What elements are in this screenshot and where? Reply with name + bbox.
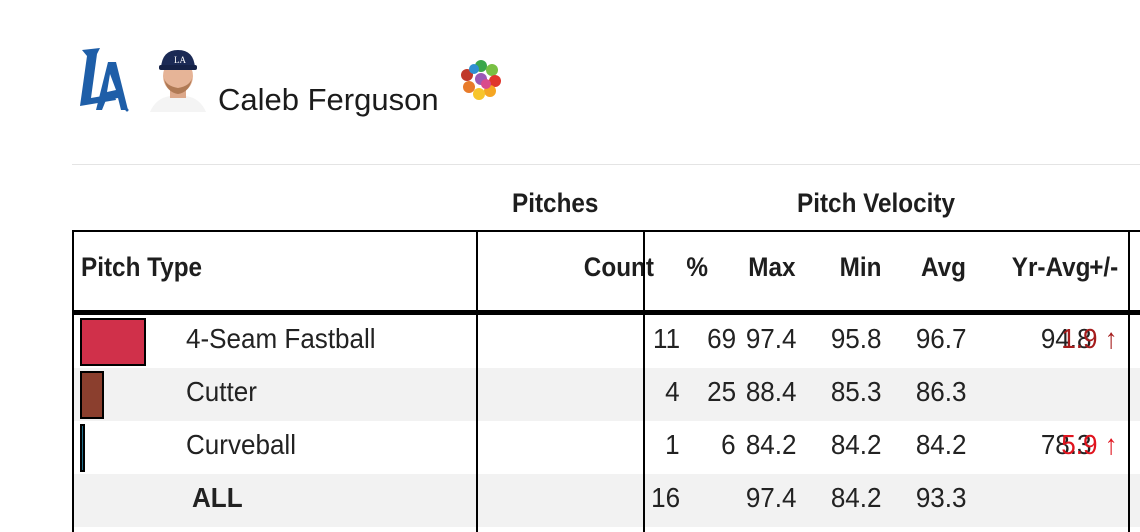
pitch-max: 88.4 bbox=[745, 376, 796, 407]
col-pct[interactable]: % bbox=[686, 252, 708, 282]
column-divider bbox=[643, 230, 645, 532]
total-row: ALL 16 97.4 84.2 93.3 bbox=[72, 474, 1140, 527]
pitch-diff: 5.9 ↑ bbox=[1061, 429, 1118, 460]
table-top-border bbox=[72, 230, 1140, 232]
col-diff[interactable]: +/- bbox=[1088, 252, 1118, 282]
pitch-pct: 6 bbox=[721, 429, 736, 460]
table-row: Curveball 1 6 84.2 84.2 84.2 78.3 5.9 ↑ bbox=[72, 421, 1140, 474]
total-min: 84.2 bbox=[830, 482, 881, 513]
pitch-table: Pitch Type Count % Max Min Avg Yr-Avg +/… bbox=[72, 230, 1140, 532]
pitch-mix-icon[interactable] bbox=[459, 58, 503, 102]
pitch-avg: 86.3 bbox=[915, 376, 966, 407]
table-right-border bbox=[1128, 230, 1130, 532]
column-divider bbox=[476, 230, 478, 532]
pitch-pct: 25 bbox=[707, 376, 736, 407]
total-avg: 93.3 bbox=[915, 482, 966, 513]
pitch-max: 84.2 bbox=[745, 429, 796, 460]
pitch-min: 85.3 bbox=[830, 376, 881, 407]
pitch-diff: 1.9 ↑ bbox=[1061, 323, 1118, 354]
pitch-name: Curveball bbox=[186, 429, 297, 460]
pitch-count: 4 bbox=[665, 376, 680, 407]
header-rule bbox=[72, 310, 1140, 315]
total-max: 97.4 bbox=[745, 482, 796, 513]
la-dodgers-logo-icon bbox=[80, 48, 129, 112]
pitch-count: 11 bbox=[652, 323, 680, 354]
pitch-color-swatch bbox=[80, 318, 146, 366]
pitch-color-swatch bbox=[80, 424, 85, 472]
player-headshot-icon: LA bbox=[146, 46, 210, 112]
pitch-max: 97.4 bbox=[745, 323, 796, 354]
pitch-avg: 96.7 bbox=[915, 323, 966, 354]
col-pitch-type[interactable]: Pitch Type bbox=[81, 252, 203, 282]
col-max[interactable]: Max bbox=[748, 252, 796, 282]
pitches-group-header: Pitches bbox=[512, 188, 599, 218]
pitch-avg: 84.2 bbox=[915, 429, 966, 460]
total-label: ALL bbox=[192, 482, 243, 513]
svg-text:LA: LA bbox=[174, 55, 186, 65]
col-avg[interactable]: Avg bbox=[920, 252, 966, 282]
pitch-min: 84.2 bbox=[830, 429, 881, 460]
pitch-yr-avg: 94.8 bbox=[1040, 323, 1091, 354]
col-min[interactable]: Min bbox=[839, 252, 881, 282]
pitch-name: 4-Seam Fastball bbox=[186, 323, 376, 354]
table-row: Cutter 4 25 88.4 85.3 86.3 bbox=[72, 368, 1140, 421]
pitch-name: Cutter bbox=[186, 376, 257, 407]
player-name: Caleb Ferguson bbox=[218, 82, 439, 117]
pitch-min: 95.8 bbox=[830, 323, 881, 354]
table-left-border bbox=[72, 230, 74, 532]
col-count[interactable]: Count bbox=[583, 252, 654, 282]
total-count: 16 bbox=[651, 482, 680, 513]
header-divider bbox=[72, 164, 1140, 165]
player-header: LA Caleb Ferguson bbox=[0, 0, 1140, 160]
col-yr-avg[interactable]: Yr-Avg bbox=[1012, 252, 1091, 282]
pitch-yr-avg: 78.3 bbox=[1040, 429, 1091, 460]
pitch-pct: 69 bbox=[707, 323, 736, 354]
pitch-color-swatch bbox=[80, 371, 104, 419]
table-row: 4-Seam Fastball 11 69 97.4 95.8 96.7 94.… bbox=[72, 315, 1140, 368]
pitch-count: 1 bbox=[665, 429, 680, 460]
velocity-group-header: Pitch Velocity bbox=[797, 188, 956, 218]
